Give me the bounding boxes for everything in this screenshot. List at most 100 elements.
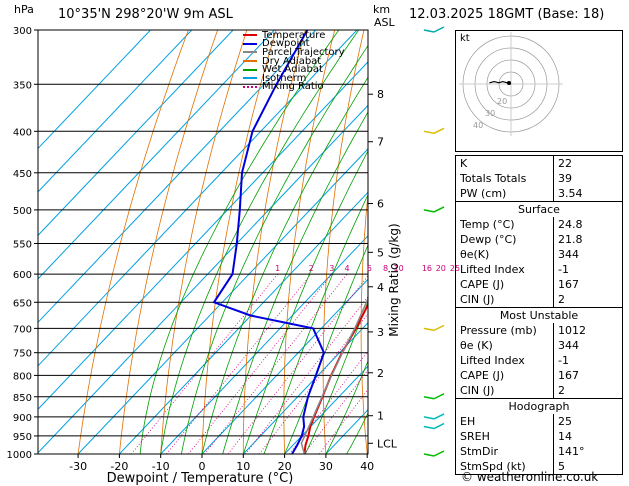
index-label: PW (cm) <box>455 186 554 202</box>
mixing-ratio-label: 3 <box>329 264 334 273</box>
wind-barb-flag <box>433 26 445 33</box>
isotherm-line <box>38 61 368 410</box>
mixing-ratio-label: 25 <box>450 264 460 273</box>
wind-barb-flag <box>433 422 445 430</box>
isotherm-line <box>38 30 317 324</box>
wind-barb-icon <box>423 324 445 332</box>
legend-item: Temperature <box>243 29 353 41</box>
index-value: 25 <box>553 414 623 429</box>
pressure-tick-label: 300 <box>13 26 32 37</box>
wind-barb-shaft <box>423 425 435 430</box>
wind-barb-icon <box>423 450 445 457</box>
legend-swatch <box>243 60 257 63</box>
index-row: PW (cm) 3.54 <box>455 186 623 202</box>
profile-dewpoint <box>212 30 325 454</box>
indices-table: K 22 Totals Totals 39 PW (cm) 3.54 Surface Temp… <box>455 155 623 475</box>
mixing-ratio-label: 4 <box>344 264 349 273</box>
legend-swatch <box>243 68 257 71</box>
legend-swatch <box>243 85 257 88</box>
wind-barb-shaft <box>423 453 435 457</box>
pressure-tick-label: 900 <box>13 413 32 424</box>
index-row: θe (K) 344 <box>455 338 623 353</box>
legend-swatch <box>243 42 257 45</box>
index-label: Lifted Index <box>455 353 554 368</box>
wind-barb-flag <box>433 324 445 332</box>
index-label: Totals Totals <box>455 171 554 186</box>
dry-adiabat-line <box>160 30 248 454</box>
index-label: CIN (J) <box>455 292 554 308</box>
isotherm-line <box>242 322 368 454</box>
index-value: 39 <box>553 171 623 186</box>
pressure-tick-label: 950 <box>13 432 32 443</box>
hodograph-ring-label: 40 <box>473 121 483 130</box>
pressure-tick-label: 350 <box>13 80 32 91</box>
dry-adiabat-line <box>119 30 218 454</box>
wet-adiabat-line <box>263 193 368 454</box>
wind-barb-icon <box>423 413 445 420</box>
isotherm-line <box>77 148 368 454</box>
pressure-tick-label: 700 <box>13 324 32 335</box>
pressure-tick-label: 600 <box>13 270 32 281</box>
pressure-tick-label: 400 <box>13 127 32 138</box>
temperature-tick-label: -20 <box>110 460 128 473</box>
index-label: θe(K) <box>455 247 554 262</box>
index-label: StmDir <box>455 444 554 459</box>
temperature-tick-label: -10 <box>152 460 170 473</box>
index-value: 14 <box>553 429 623 444</box>
index-label: Temp (°C) <box>455 217 554 232</box>
hodograph-ring-label: 30 <box>485 109 495 118</box>
wind-barb-icon <box>423 422 445 430</box>
pressure-tick-label: 800 <box>13 371 32 382</box>
isotherm-line <box>38 30 275 280</box>
index-row: θe(K) 344 <box>455 247 623 262</box>
legend-label: Parcel Trajectory <box>262 46 345 58</box>
pressure-tick-label: 1000 <box>7 450 32 461</box>
hpa-unit-label: hPa <box>14 3 34 16</box>
isotherm-line <box>160 235 368 454</box>
wind-barb-icon <box>423 26 445 33</box>
index-row: CIN (J) 2 <box>455 292 623 308</box>
legend-item: Wet Adiabat <box>243 64 353 76</box>
pressure-tick-label: 850 <box>13 393 32 404</box>
x-axis-title: Dewpoint / Temperature (°C) <box>107 471 294 486</box>
height-tick-label: 3 <box>377 326 384 339</box>
legend-item: Dry Adiabat <box>243 56 353 66</box>
index-value: 167 <box>553 277 623 292</box>
index-value: -1 <box>553 353 623 368</box>
index-value: 344 <box>553 338 623 353</box>
index-label: Dewp (°C) <box>455 232 554 247</box>
index-row: Totals Totals 39 <box>455 171 623 186</box>
pressure-tick-label: 500 <box>13 206 32 217</box>
index-value: 2 <box>553 383 623 399</box>
mixing-ratio-label: 10 <box>394 264 404 273</box>
legend-item: Mixing Ratio <box>243 82 353 92</box>
pressure-tick-label: 650 <box>13 298 32 309</box>
section-title: Surface <box>455 201 623 217</box>
index-row: Lifted Index -1 <box>455 262 623 277</box>
index-row: CIN (J) 2 <box>455 383 623 399</box>
date-label: 12.03.2025 18GMT (Base: 18) <box>409 7 605 22</box>
index-label: Lifted Index <box>455 262 554 277</box>
legend-label: Temperature <box>262 29 326 41</box>
height-tick-label: 7 <box>377 136 384 149</box>
height-tick-label: 6 <box>377 197 384 210</box>
legend-label: Wet Adiabat <box>262 64 323 76</box>
storm-motion-marker <box>507 81 511 85</box>
plot-frame <box>37 29 369 455</box>
wind-barb-icon <box>423 206 445 213</box>
km-unit-label: km <box>373 3 391 16</box>
legend-swatch <box>243 51 257 54</box>
index-row: CAPE (J) 167 <box>455 368 623 383</box>
index-label: θe (K) <box>455 338 554 353</box>
isotherm-line <box>38 30 193 193</box>
wind-barb-shaft <box>423 29 435 33</box>
wind-barb-shaft <box>423 209 435 213</box>
index-label: CAPE (J) <box>455 368 554 383</box>
legend-swatch <box>243 77 257 80</box>
temperature-tick-label: 30 <box>319 460 333 473</box>
mixing-ratio-line <box>166 273 312 454</box>
wind-barb-shaft <box>423 396 435 400</box>
index-label: Pressure (mb) <box>455 323 554 338</box>
wind-barb-flag <box>433 127 445 134</box>
